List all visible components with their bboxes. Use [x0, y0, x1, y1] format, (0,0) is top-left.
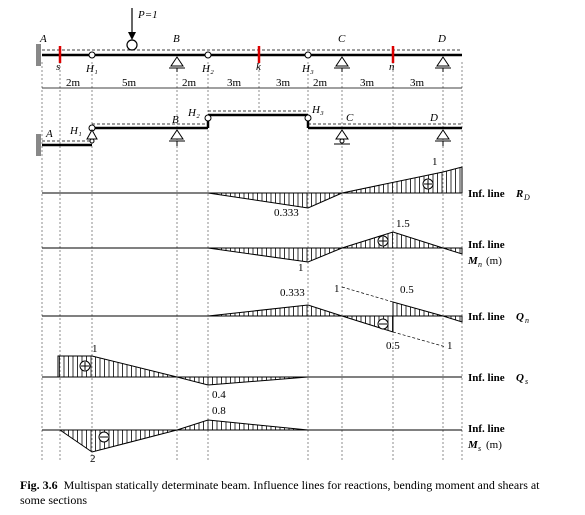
section-lines	[41, 62, 463, 460]
line-subscript: n	[525, 316, 529, 325]
span-label: 3m	[360, 77, 375, 89]
line-name: Inf. line	[468, 311, 505, 323]
line-unit: (m)	[486, 439, 502, 451]
line-symbol: R	[515, 188, 523, 200]
point-label: B	[173, 33, 180, 45]
ordinate-label: 1	[447, 340, 453, 352]
line-subscript: s	[478, 444, 481, 453]
ordinate-label: 0.4	[212, 389, 226, 401]
point-label: D	[429, 112, 438, 124]
point-label: H₂	[201, 63, 214, 75]
point-label: H₁	[85, 63, 98, 75]
line-unit: (m)	[486, 255, 502, 267]
point-label: A	[39, 33, 47, 45]
point-label: H₂	[187, 107, 200, 119]
ordinate-label: 1	[92, 343, 98, 355]
beam-labels: A s H₁ B H₂ k H₃ C n D	[39, 33, 446, 75]
ordinate-label: 0.5	[386, 340, 400, 352]
line-symbol: Q	[516, 311, 524, 323]
span-label: 2m	[313, 77, 328, 89]
line-symbol: M	[467, 439, 479, 451]
span-label: 2m	[66, 77, 81, 89]
point-label: n	[389, 61, 395, 73]
line-name: Inf. line	[468, 372, 505, 384]
point-label: C	[346, 112, 354, 124]
span-label: 3m	[276, 77, 291, 89]
ordinate-label: 0.333	[274, 207, 299, 219]
line-subscript: s	[525, 377, 528, 386]
ordinate-label: 1	[334, 283, 340, 295]
ordinate-label: 0.8	[212, 405, 226, 417]
point-label: H₃	[301, 63, 314, 75]
span-label: 5m	[122, 77, 137, 89]
caption-label: Fig. 3.6	[20, 478, 58, 492]
line-name: Inf. line	[468, 188, 505, 200]
caption-text: Multispan statically determinate beam. I…	[20, 478, 540, 507]
line-subscript: n	[478, 260, 482, 269]
influence-line-ms	[42, 419, 462, 453]
ordinate-label: 1	[432, 156, 438, 168]
point-label: s	[56, 61, 60, 73]
floor-system	[36, 110, 462, 156]
line-name: Inf. line	[468, 239, 505, 251]
span-label: 3m	[410, 77, 425, 89]
line-subscript: D	[523, 193, 530, 202]
point-label: B	[172, 114, 179, 126]
ordinate-label: 0.5	[400, 284, 414, 296]
main-beam	[36, 8, 462, 72]
span-label: 3m	[227, 77, 242, 89]
ordinate-label: 2	[90, 453, 96, 465]
point-label: H₃	[311, 104, 324, 116]
line-symbol: M	[467, 255, 479, 267]
span-label: 2m	[182, 77, 197, 89]
point-label: D	[437, 33, 446, 45]
point-label: H₁	[69, 125, 82, 137]
caption: Fig. 3.6 Multispan statically determinat…	[20, 478, 565, 508]
point-label: C	[338, 33, 346, 45]
line-name: Inf. line	[468, 423, 505, 435]
influence-line-qs	[42, 355, 462, 386]
point-label: k	[256, 61, 262, 73]
influence-line-rd	[42, 166, 463, 209]
ordinate-label: 1	[298, 262, 304, 274]
ordinate-label: 1.5	[396, 218, 410, 230]
influence-line-qn	[42, 286, 463, 348]
line-symbol: Q	[516, 372, 524, 384]
load-label: P=1	[137, 9, 158, 21]
influence-line-mn	[42, 231, 463, 263]
span-labels: 2m 5m 2m 3m 3m 2m 3m 3m	[66, 77, 425, 89]
ordinate-label: 0.333	[280, 287, 305, 299]
diagram: P=1 A s H₁ B H₂ k H₃ C n D 2m 5m 2m 3m 3…	[36, 8, 530, 465]
floor-labels: A H₁ B H₂ H₃ C D	[45, 104, 438, 140]
point-label: A	[45, 128, 53, 140]
